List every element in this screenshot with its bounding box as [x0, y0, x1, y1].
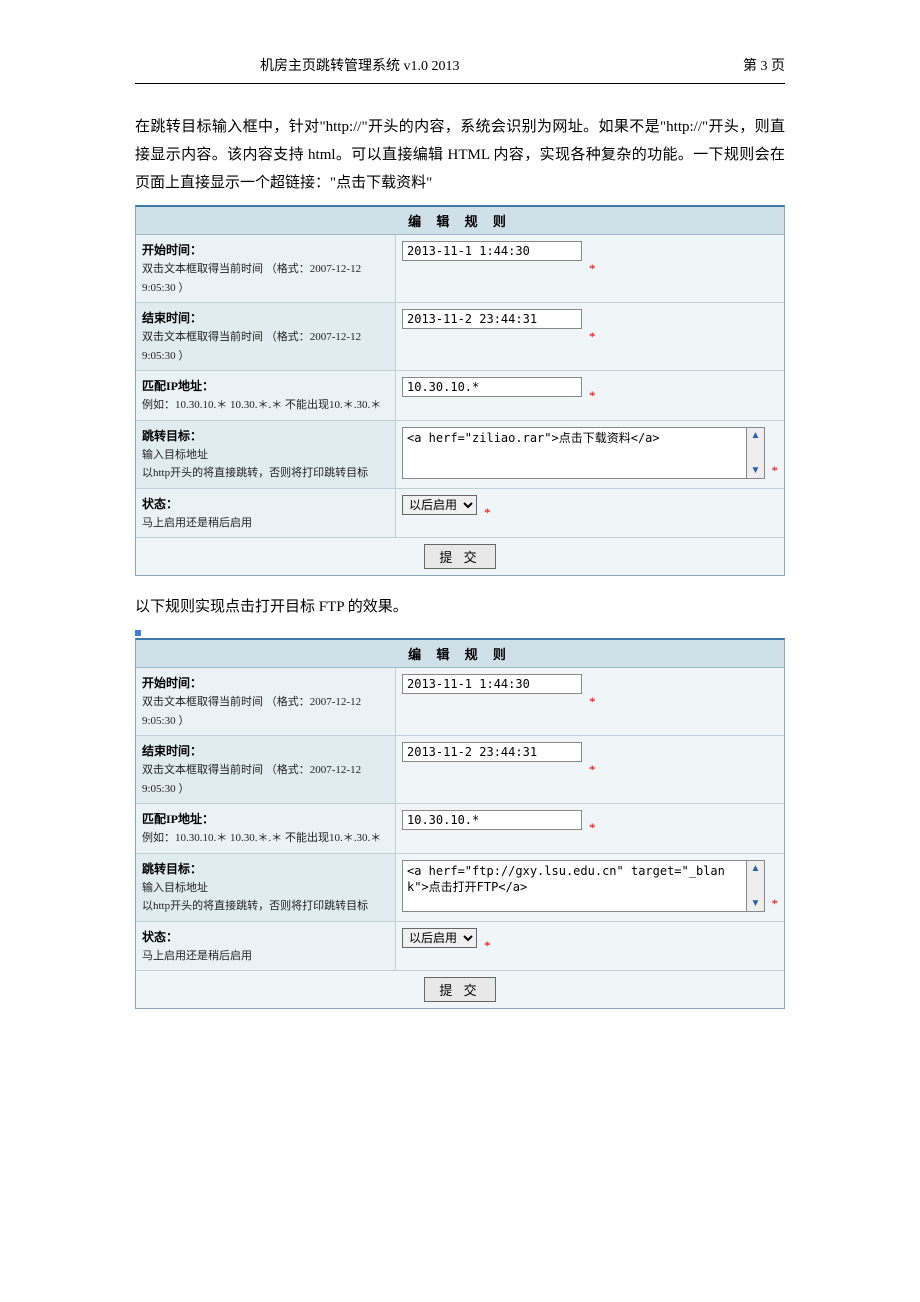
- target-label: 跳转目标： 输入目标地址 以http开头的将直接跳转，否则将打印跳转目标: [136, 421, 396, 488]
- form-title: 编 辑 规 则: [136, 640, 784, 668]
- start-time-label: 开始时间： 双击文本框取得当前时间 （格式：2007-12-12 9:05:30…: [136, 235, 396, 302]
- page-header: 机房主页跳转管理系统 v1.0 2013 第 3 页: [0, 0, 920, 83]
- status-select[interactable]: 以后启用: [402, 928, 477, 948]
- target-label: 跳转目标： 输入目标地址 以http开头的将直接跳转，否则将打印跳转目标: [136, 854, 396, 921]
- end-time-label: 结束时间： 双击文本框取得当前时间 （格式：2007-12-12 9:05:30…: [136, 303, 396, 370]
- start-time-input[interactable]: [402, 674, 582, 694]
- header-divider: [135, 83, 785, 84]
- textarea-scrollbar[interactable]: ▲ ▼: [747, 860, 764, 912]
- target-textarea[interactable]: <a herf="ziliao.rar">点击下载资料</a>: [402, 427, 747, 479]
- intro-paragraph-2: 以下规则实现点击打开目标 FTP 的效果。: [135, 594, 785, 622]
- status-label: 状态： 马上启用还是稍后启用: [136, 922, 396, 971]
- end-time-input[interactable]: [402, 309, 582, 329]
- required-icon: *: [772, 463, 779, 479]
- label-title: 状态：: [142, 495, 389, 513]
- label-hint: 双击文本框取得当前时间 （格式：2007-12-12 9:05:30 ）: [142, 764, 361, 795]
- scroll-down-icon[interactable]: ▼: [747, 463, 763, 478]
- scroll-up-icon[interactable]: ▲: [747, 861, 763, 876]
- end-time-input[interactable]: [402, 742, 582, 762]
- start-time-input[interactable]: [402, 241, 582, 261]
- label-title: 匹配IP地址：: [142, 810, 389, 828]
- label-hint: 以http开头的将直接跳转，否则将打印跳转目标: [142, 467, 368, 479]
- required-icon: *: [589, 261, 596, 277]
- label-title: 结束时间：: [142, 309, 389, 327]
- textarea-scrollbar[interactable]: ▲ ▼: [747, 427, 764, 479]
- label-title: 跳转目标：: [142, 860, 389, 878]
- required-icon: *: [772, 896, 779, 912]
- ip-label: 匹配IP地址： 例如：10.30.10.＊ 10.30.＊.＊ 不能出现10.＊…: [136, 804, 396, 853]
- page-number: 第 3 页: [743, 55, 785, 75]
- required-icon: *: [589, 329, 596, 345]
- label-title: 状态：: [142, 928, 389, 946]
- label-title: 开始时间：: [142, 674, 389, 692]
- label-hint: 马上启用还是稍后启用: [142, 950, 252, 962]
- label-hint: 马上启用还是稍后启用: [142, 517, 252, 529]
- form-title: 编 辑 规 则: [136, 207, 784, 235]
- label-hint: 双击文本框取得当前时间 （格式：2007-12-12 9:05:30 ）: [142, 263, 361, 294]
- required-icon: *: [589, 762, 596, 778]
- required-icon: *: [589, 694, 596, 710]
- label-hint: 例如：10.30.10.＊ 10.30.＊.＊ 不能出现10.＊.30.＊: [142, 399, 381, 411]
- end-time-label: 结束时间： 双击文本框取得当前时间 （格式：2007-12-12 9:05:30…: [136, 736, 396, 803]
- required-icon: *: [484, 505, 491, 521]
- required-icon: *: [484, 938, 491, 954]
- ip-label: 匹配IP地址： 例如：10.30.10.＊ 10.30.＊.＊ 不能出现10.＊…: [136, 371, 396, 420]
- label-hint: 输入目标地址: [142, 449, 208, 461]
- start-time-label: 开始时间： 双击文本框取得当前时间 （格式：2007-12-12 9:05:30…: [136, 668, 396, 735]
- required-icon: *: [589, 820, 596, 836]
- status-select[interactable]: 以后启用: [402, 495, 477, 515]
- edit-rule-form-1: 编 辑 规 则 开始时间： 双击文本框取得当前时间 （格式：2007-12-12…: [135, 205, 785, 576]
- label-hint: 双击文本框取得当前时间 （格式：2007-12-12 9:05:30 ）: [142, 696, 361, 727]
- label-hint: 双击文本框取得当前时间 （格式：2007-12-12 9:05:30 ）: [142, 331, 361, 362]
- intro-paragraph-1: 在跳转目标输入框中，针对"http://"开头的内容，系统会识别为网址。如果不是…: [135, 114, 785, 197]
- scroll-up-icon[interactable]: ▲: [747, 428, 763, 443]
- scroll-down-icon[interactable]: ▼: [747, 896, 763, 911]
- doc-title: 机房主页跳转管理系统 v1.0 2013: [260, 55, 460, 75]
- required-icon: *: [589, 388, 596, 404]
- label-title: 匹配IP地址：: [142, 377, 389, 395]
- label-title: 结束时间：: [142, 742, 389, 760]
- label-title: 开始时间：: [142, 241, 389, 259]
- status-label: 状态： 马上启用还是稍后启用: [136, 489, 396, 538]
- submit-button[interactable]: 提 交: [424, 544, 495, 569]
- edit-rule-form-2: 编 辑 规 则 开始时间： 双击文本框取得当前时间 （格式：2007-12-12…: [135, 638, 785, 1009]
- ip-input[interactable]: [402, 377, 582, 397]
- label-hint: 以http开头的将直接跳转，否则将打印跳转目标: [142, 900, 368, 912]
- blue-marker-icon: [135, 630, 141, 636]
- label-hint: 例如：10.30.10.＊ 10.30.＊.＊ 不能出现10.＊.30.＊: [142, 832, 381, 844]
- label-title: 跳转目标：: [142, 427, 389, 445]
- target-textarea[interactable]: <a herf="ftp://gxy.lsu.edu.cn" target="_…: [402, 860, 747, 912]
- submit-button[interactable]: 提 交: [424, 977, 495, 1002]
- label-hint: 输入目标地址: [142, 882, 208, 894]
- ip-input[interactable]: [402, 810, 582, 830]
